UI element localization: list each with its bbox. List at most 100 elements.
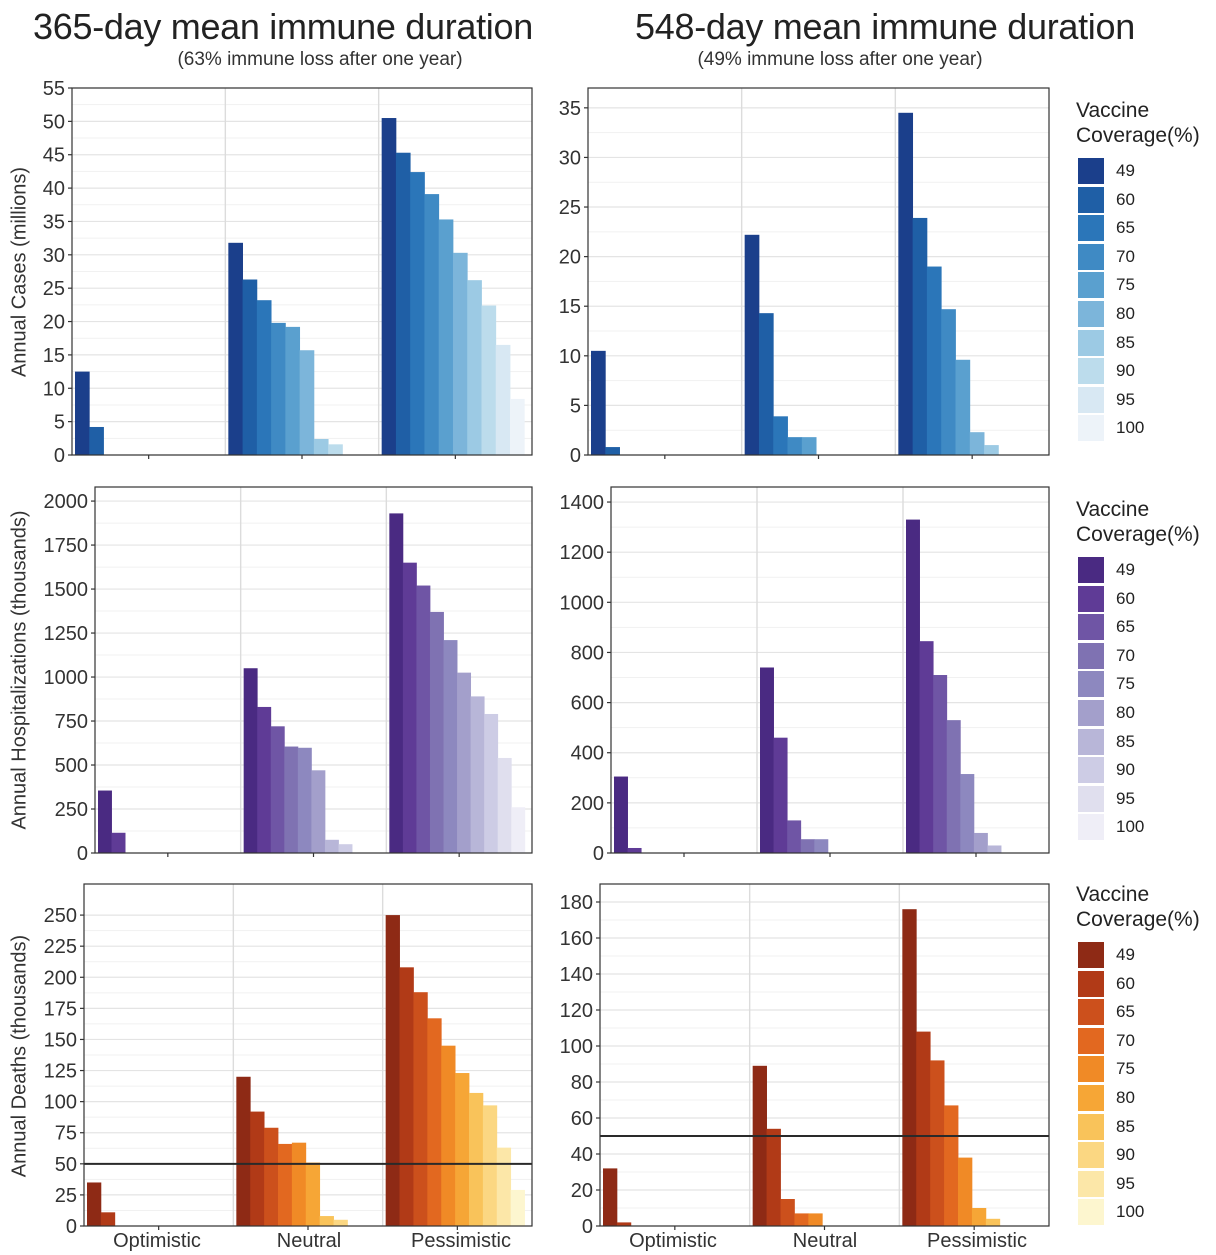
bar	[496, 1147, 512, 1226]
y-tick-label: 10	[43, 378, 65, 400]
bar	[305, 1162, 321, 1226]
y-tick-label: 20	[43, 312, 65, 334]
bar	[510, 398, 525, 455]
bar	[495, 344, 511, 455]
legend-item: 49	[1076, 942, 1216, 971]
bar	[111, 832, 126, 853]
legend-swatch	[1078, 272, 1104, 299]
legend-item: 75	[1076, 272, 1216, 301]
legend-swatch	[1078, 1142, 1104, 1169]
y-tick-label: 200	[44, 967, 77, 989]
bar	[605, 447, 620, 455]
y-tick-label: 25	[43, 278, 65, 300]
x-label-pessimistic-right: Pessimistic	[926, 1230, 1028, 1252]
y-tick-label: 50	[43, 111, 65, 133]
bar	[773, 737, 788, 853]
bar	[468, 1092, 484, 1226]
y-tick-label: 35	[43, 211, 65, 233]
y-tick-label: 20	[571, 1180, 593, 1202]
y-tick-label: 1400	[560, 492, 605, 514]
y-tick-label: 140	[560, 964, 593, 986]
legend-label: 95	[1116, 1173, 1135, 1193]
legend-label: 60	[1116, 189, 1135, 209]
legend-swatch	[1078, 642, 1104, 669]
legend-label: 65	[1116, 617, 1135, 637]
y-tick-label: 225	[44, 936, 77, 958]
y-tick-label: 1250	[44, 623, 89, 645]
y-tick-label: 0	[66, 1216, 77, 1238]
bar	[912, 217, 928, 455]
legend-item: 60	[1076, 585, 1216, 615]
bar	[773, 416, 788, 455]
legend-item: 60	[1076, 186, 1216, 216]
bar	[958, 1157, 973, 1226]
legend-label: 80	[1116, 1087, 1135, 1107]
y-tick-label: 15	[559, 296, 581, 318]
y-tick-label: 200	[571, 793, 604, 815]
bar	[242, 279, 258, 455]
y-tick-label: 45	[43, 145, 65, 167]
legend-label: 90	[1116, 760, 1135, 780]
bar	[787, 820, 802, 853]
legend-item: 80	[1076, 699, 1216, 729]
bar	[236, 1076, 251, 1226]
y-tick-label: 600	[571, 693, 604, 715]
column-title-548: 548-day mean immune duration	[635, 6, 1135, 47]
legend-swatch	[1078, 243, 1104, 270]
y-tick-label: 0	[593, 843, 604, 865]
y-tick-label: 1000	[44, 667, 89, 689]
bar	[427, 1018, 442, 1226]
bar	[984, 445, 999, 455]
y-tick-label: 500	[55, 755, 88, 777]
legend-title: Vaccine Coverage(%)	[1076, 498, 1200, 546]
legend-swatch	[1078, 186, 1104, 213]
bar	[933, 675, 948, 853]
bar	[243, 668, 258, 853]
bar	[89, 426, 104, 455]
bar	[455, 1073, 470, 1226]
legend-title: Vaccine Coverage(%)	[1076, 99, 1200, 147]
bar	[402, 562, 417, 853]
y-tick-label: 0	[77, 843, 88, 865]
bar	[484, 713, 499, 853]
bar	[413, 992, 428, 1226]
y-tick-label: 5	[570, 395, 581, 417]
legend-swatch	[1078, 999, 1104, 1026]
bar	[497, 757, 512, 853]
bar	[627, 847, 642, 853]
legend-item: 65	[1076, 999, 1216, 1028]
y-tick-label: 10	[559, 346, 581, 368]
bar	[284, 746, 299, 853]
bar	[297, 747, 312, 853]
bar	[794, 1213, 809, 1226]
bar	[800, 839, 815, 853]
legend-item: 70	[1076, 642, 1216, 672]
bar	[285, 326, 301, 455]
y-tick-label: 1750	[44, 535, 89, 557]
legend-item: 65	[1076, 614, 1216, 643]
column-subtitle-548: (49% immune loss after one year)	[697, 49, 983, 70]
legend-swatch	[1078, 699, 1104, 726]
legend-swatch	[1078, 757, 1104, 784]
legend-swatch	[1078, 358, 1104, 385]
y-tick-label: 40	[43, 178, 65, 200]
bar	[919, 641, 934, 853]
bar	[808, 1213, 823, 1226]
legend-swatch	[1078, 1199, 1104, 1226]
legend-item: 75	[1076, 1056, 1216, 1085]
y-tick-label: 150	[44, 1029, 77, 1051]
y-tick-label: 250	[44, 905, 77, 927]
bar	[250, 1111, 265, 1226]
legend-item: 70	[1076, 1027, 1216, 1057]
legend-label: 85	[1116, 731, 1135, 751]
bar	[333, 1219, 348, 1226]
bar	[311, 770, 326, 853]
legend-swatch	[1078, 158, 1104, 184]
bar	[752, 1065, 767, 1226]
y-tick-label: 80	[571, 1072, 593, 1094]
bar	[955, 359, 971, 455]
